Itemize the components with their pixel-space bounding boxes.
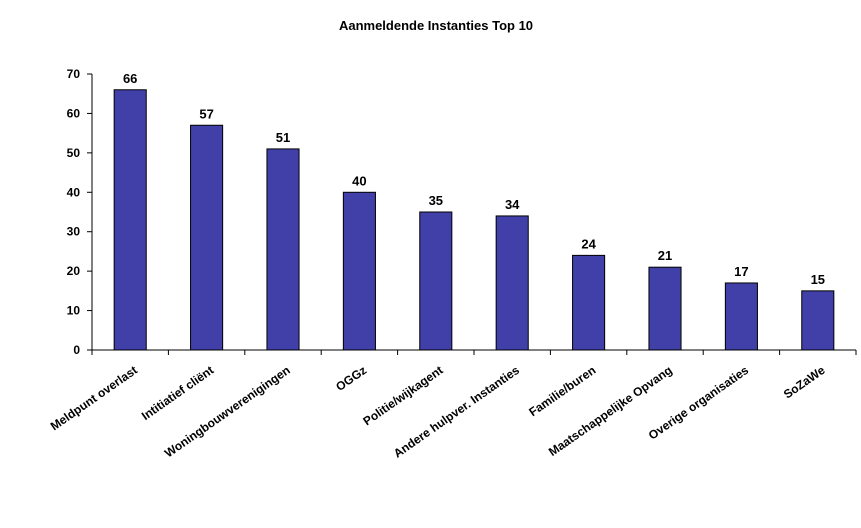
bar — [419, 211, 453, 351]
x-axis — [91, 349, 857, 355]
value-label: 51 — [276, 130, 290, 145]
y-tick-label: 20 — [67, 264, 81, 278]
y-tick-label: 50 — [67, 146, 81, 160]
category-label: Intitiatief cliënt — [139, 363, 216, 423]
y-tick-label: 60 — [67, 106, 81, 120]
bar — [190, 124, 224, 351]
y-tick-label: 40 — [67, 185, 81, 199]
category-label: Andere hulpver. Instanties — [391, 363, 522, 461]
category-label: Woningbouwverenigingen — [162, 363, 293, 460]
bar — [342, 191, 376, 351]
category-label: SoZaWe — [781, 363, 828, 402]
value-label: 57 — [199, 106, 213, 121]
value-label: 21 — [658, 248, 672, 263]
category-label: Maatschappelijke Opvang — [546, 363, 675, 459]
y-tick-label: 70 — [67, 67, 81, 81]
category-label: OGGz — [333, 363, 369, 394]
value-label: 35 — [429, 193, 443, 208]
value-label: 66 — [123, 71, 137, 86]
chart-title: Aanmeldende Instanties Top 10 — [339, 18, 533, 33]
value-labels: 66 57 51 40 35 34 24 21 17 15 — [123, 71, 825, 287]
bars — [113, 89, 835, 351]
bar — [572, 254, 606, 351]
y-tick-label: 10 — [67, 304, 81, 318]
category-label: Meldpunt overlast — [48, 363, 140, 433]
value-label: 40 — [352, 173, 366, 188]
y-axis: 0 10 20 30 40 50 60 70 — [67, 67, 93, 357]
y-tick-label: 30 — [67, 225, 81, 239]
category-label: Familie/buren — [526, 363, 598, 419]
bar — [113, 89, 147, 351]
value-label: 15 — [811, 272, 825, 287]
category-label: Politie/wijkagent — [360, 363, 445, 428]
bar — [724, 282, 758, 351]
y-tick-label: 0 — [73, 343, 80, 357]
bar — [266, 148, 300, 351]
value-label: 17 — [734, 264, 748, 279]
bar — [495, 215, 529, 351]
value-label: 24 — [581, 236, 596, 251]
value-label: 34 — [505, 197, 520, 212]
bar — [801, 290, 835, 351]
bar — [648, 266, 682, 351]
